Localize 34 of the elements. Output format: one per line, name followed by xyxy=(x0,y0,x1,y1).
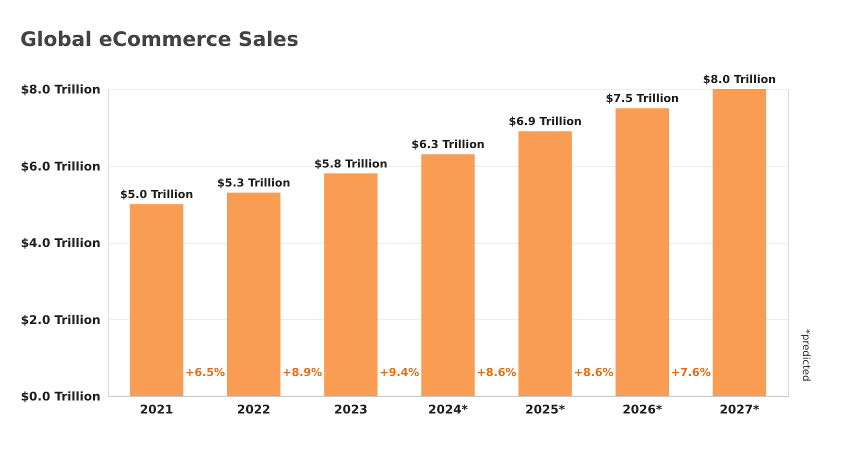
data-label: $6.9 Trillion xyxy=(508,115,582,128)
bar xyxy=(421,154,475,396)
annotation: +7.6% xyxy=(670,366,711,379)
data-label: $5.8 Trillion xyxy=(314,157,388,170)
bar xyxy=(227,192,280,396)
x-tick-label: 2025* xyxy=(525,402,566,416)
x-tick-label: 2026* xyxy=(622,402,663,416)
annotation: +9.4% xyxy=(380,366,420,379)
data-label: $7.5 Trillion xyxy=(606,92,679,106)
x-tick-label: 2024* xyxy=(428,402,469,416)
x-tick-label: 2027* xyxy=(720,402,760,416)
data-label: $5.0 Trillion xyxy=(120,188,194,202)
bar xyxy=(130,204,184,396)
x-tick-label: 2022 xyxy=(237,402,270,416)
y-tick-label: $4.0 Trillion xyxy=(20,236,100,250)
bar xyxy=(324,173,378,396)
y-tick-label: $6.0 Trillion xyxy=(20,159,100,174)
data-label: $6.3 Trillion xyxy=(411,138,485,152)
annotation: +6.5% xyxy=(185,366,226,379)
text: *predicted xyxy=(800,329,811,382)
chart-title: Global eCommerce Sales xyxy=(20,27,299,51)
data-label: $8.0 Trillion xyxy=(702,73,776,86)
y-tick-label: $8.0 Trillion xyxy=(20,82,100,96)
x-tick-label: 2021 xyxy=(140,402,174,416)
y-tick-label: $2.0 Trillion xyxy=(20,312,100,327)
bar xyxy=(518,131,572,396)
data-label: $5.3 Trillion xyxy=(217,176,290,190)
y-tick-label: $0.0 Trillion xyxy=(20,390,100,404)
bar xyxy=(712,89,766,396)
annotation: +8.6% xyxy=(574,366,614,379)
annotation: +8.9% xyxy=(282,366,322,379)
bar xyxy=(616,108,669,396)
x-tick-label: 2023 xyxy=(334,402,368,416)
annotation: +8.6% xyxy=(476,366,516,379)
